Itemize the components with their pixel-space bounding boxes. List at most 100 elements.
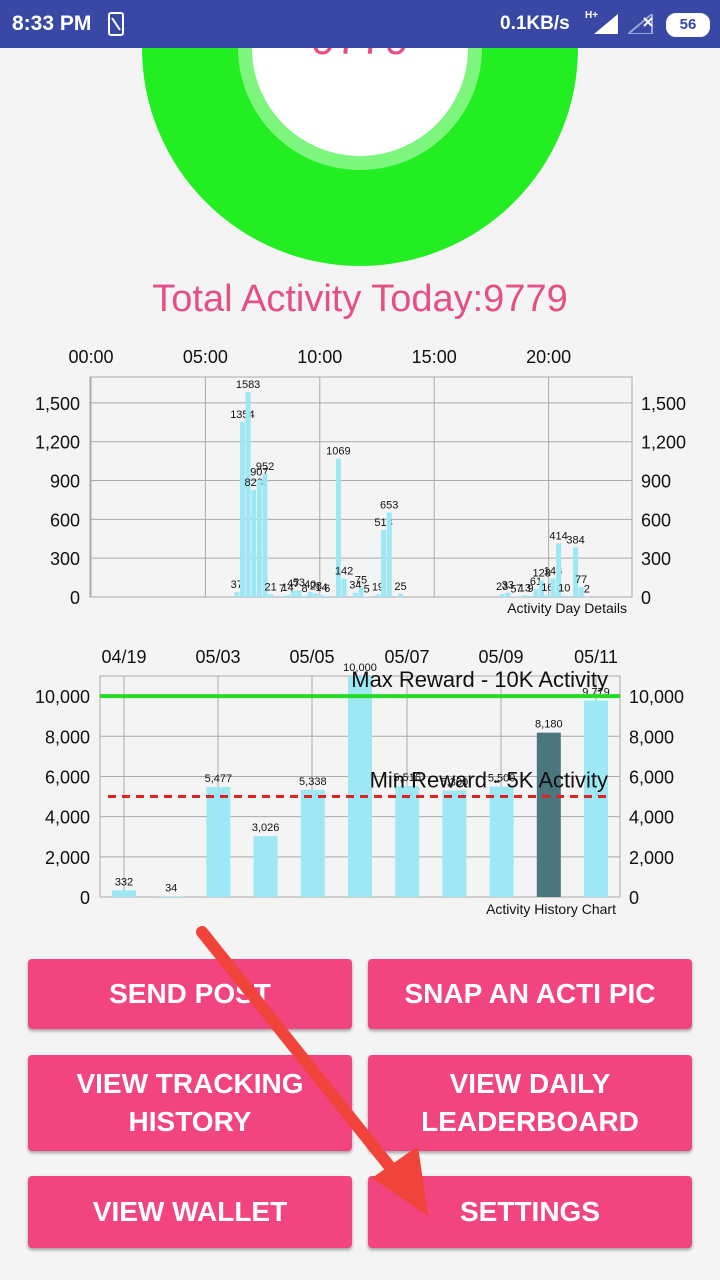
activity-day-chart: 00:00 05:00 10:00 15:00 20:00 0 0 300 300 600 600 9… [0, 340, 720, 620]
day-y-tick-right: 1,500 [641, 394, 686, 414]
day-bar-label: 40 [304, 579, 316, 591]
day-bar [398, 593, 404, 597]
history-bar [395, 786, 420, 897]
day-bar [256, 479, 262, 597]
history-y-tick-left: 6,000 [45, 767, 90, 787]
day-y-tick-right: 1,200 [641, 433, 686, 453]
day-bar [358, 587, 364, 597]
history-bar-label: 34 [165, 882, 177, 894]
history-chart-description: Activity History Chart [486, 901, 616, 917]
day-bar [307, 591, 313, 597]
day-bar [539, 580, 545, 597]
day-bar-label: 14 [315, 582, 327, 594]
ring-value: 9779 [311, 48, 409, 64]
day-y-tick-right: 0 [641, 588, 651, 608]
day-bar [550, 578, 556, 597]
day-bar-label: 7 [279, 583, 285, 595]
day-bar-label: 34 [349, 580, 361, 592]
history-y-tick-left: 8,000 [45, 727, 90, 747]
day-bar-label: 7 [516, 583, 522, 595]
history-x-tick: 05/07 [384, 647, 429, 667]
day-bar-label: 16 [541, 582, 553, 594]
snap-acti-pic-button[interactable]: SNAP AN ACTI PIC [368, 959, 692, 1029]
signal-empty-icon [628, 14, 653, 34]
send-post-button[interactable]: SEND POST [28, 959, 352, 1029]
history-y-tick-right: 2,000 [629, 848, 674, 868]
history-bar [112, 890, 136, 897]
day-bar-label: 9 [527, 583, 533, 595]
day-bar-label: 77 [575, 574, 587, 586]
day-bar [239, 421, 245, 597]
network-speed: 0.1KB/s [500, 13, 570, 34]
day-bar-label: 10 [558, 583, 570, 595]
history-bar-label: 332 [115, 876, 133, 888]
day-bar-label: 75 [355, 574, 367, 586]
day-bar-label: 61 [530, 576, 542, 588]
day-bar-label: 952 [256, 461, 274, 473]
day-bar-label: 37 [231, 579, 243, 591]
day-y-tick-left: 1,200 [35, 433, 80, 453]
history-bar [300, 789, 325, 897]
day-bar-label: 1354 [230, 409, 254, 421]
settings-button[interactable]: SETTINGS [368, 1176, 692, 1248]
history-y-tick-left: 4,000 [45, 808, 90, 828]
status-bar: 8:33 PM 0.1KB/s H+ 56 [0, 0, 720, 48]
day-bar [268, 594, 274, 597]
history-x-tick: 05/05 [289, 647, 334, 667]
history-bar-label: 5,338 [299, 776, 327, 788]
view-tracking-history-button[interactable]: VIEW TRACKING HISTORY [28, 1055, 352, 1151]
day-bar-label: 1583 [236, 379, 260, 391]
history-bar [348, 676, 372, 897]
day-x-tick: 05:00 [183, 347, 228, 367]
day-bar-label: 14 [281, 582, 293, 594]
day-bar [245, 392, 251, 597]
activity-history-chart: 04/19 05/03 05/05 05/07 05/09 05/11 0 0 2,000 2,0… [0, 640, 720, 925]
day-bar-label: 128 [532, 567, 550, 579]
day-bar [352, 592, 358, 597]
day-bar [527, 595, 533, 597]
view-daily-leaderboard-button[interactable]: VIEW DAILY LEADERBOARD [368, 1055, 692, 1151]
history-bar [253, 836, 278, 897]
min-reward-label: Min Reward - 5K Activity [370, 768, 608, 793]
day-y-tick-left: 600 [50, 510, 80, 530]
day-bar [279, 596, 285, 597]
history-y-tick-left: 10,000 [35, 687, 90, 707]
day-x-tick: 20:00 [526, 347, 571, 367]
day-bar-label: 414 [549, 530, 567, 542]
battery-indicator: 56 [666, 13, 710, 37]
day-bar-label: 2 [584, 584, 590, 596]
day-bar-label: 33 [502, 580, 514, 592]
history-y-tick-left: 2,000 [45, 848, 90, 868]
history-bar-label: 5,300 [441, 777, 469, 789]
history-bar [536, 732, 561, 897]
day-y-tick-right: 300 [641, 549, 671, 569]
day-bar [522, 595, 528, 597]
day-bar [302, 595, 308, 597]
day-bar [364, 596, 370, 597]
day-bar-label: 142 [335, 566, 353, 578]
day-bar [516, 596, 522, 597]
day-bar [533, 589, 539, 597]
day-bar [505, 592, 511, 597]
day-bar [335, 458, 341, 597]
view-wallet-button[interactable]: VIEW WALLET [28, 1176, 352, 1248]
day-bar [318, 595, 324, 597]
day-bar-label: 25 [394, 581, 406, 593]
history-bar [442, 790, 467, 897]
day-bar-label: 28 [310, 580, 322, 592]
day-y-tick-left: 300 [50, 549, 80, 569]
day-bar-label: 653 [380, 499, 398, 511]
day-y-tick-left: 900 [50, 472, 80, 492]
day-bar-label: 6 [324, 583, 330, 595]
day-bar-label: 384 [566, 534, 584, 546]
history-bar-label: 5,500 [488, 773, 516, 785]
day-bar [556, 543, 562, 597]
day-bar [544, 594, 550, 597]
day-y-tick-right: 900 [641, 472, 671, 492]
day-bar-label: 8 [301, 583, 307, 595]
day-bar [324, 596, 330, 597]
day-bar-label: 53 [293, 577, 305, 589]
day-bar-label: 21 [265, 581, 277, 593]
day-bar [290, 590, 296, 597]
day-bar [341, 578, 347, 597]
